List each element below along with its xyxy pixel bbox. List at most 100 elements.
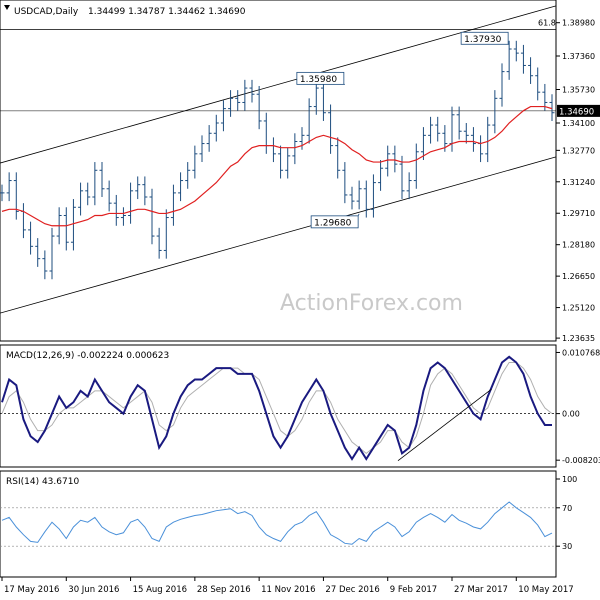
price-tick-label: 1.28180 [562, 241, 595, 250]
x-tick-label: 17 May 2016 [4, 585, 59, 595]
price-bar [428, 116, 434, 144]
x-tick-label: 27 Mar 2017 [454, 585, 508, 595]
price-bar [228, 90, 234, 117]
price-bar [549, 94, 555, 121]
price-bar [213, 114, 219, 142]
x-tick-label: 28 Sep 2016 [197, 585, 251, 595]
price-bar [463, 123, 469, 144]
price-bar [306, 98, 312, 144]
price-bar [142, 176, 148, 206]
price-bar [356, 180, 362, 210]
price-bar [328, 104, 334, 154]
macd-tick-label: -0.008203 [562, 456, 600, 465]
x-tick-label: 9 Feb 2017 [390, 585, 438, 595]
price-tick-label: 1.37360 [562, 52, 595, 61]
x-tick-label: 27 Dec 2016 [325, 585, 379, 595]
rsi-panel: RSI(14) 43.6710 100 70 30 [0, 470, 577, 578]
price-tick-label: 1.29710 [562, 209, 595, 218]
price-bar [285, 147, 291, 179]
macd-line [1, 355, 552, 461]
x-tick-label: 30 Jun 2016 [68, 585, 119, 595]
price-bar [363, 180, 369, 218]
menu-triangle-icon [4, 5, 10, 10]
price-bar [385, 145, 391, 177]
price-bar [399, 155, 405, 200]
price-bar [199, 135, 205, 163]
price-bar [6, 172, 12, 202]
price-bar [342, 162, 348, 204]
current-price-label: 1.34690 [559, 107, 594, 117]
price-bar [535, 67, 541, 101]
watermark: ActionForex.com [280, 291, 463, 316]
price-bar [485, 116, 491, 163]
chart-title: USDCAD,Daily [14, 7, 79, 17]
fib-label: 61.8 [538, 18, 556, 27]
price-bar [99, 162, 105, 198]
price-bar [28, 221, 34, 255]
price-bar [178, 172, 184, 202]
price-bar [492, 90, 498, 134]
price-bar [435, 116, 441, 142]
price-bar [35, 238, 41, 267]
rsi-label: RSI(14) 43.6710 [6, 477, 79, 487]
price-bar [470, 127, 476, 152]
price-bar [456, 106, 462, 140]
chart-ohlc: 1.34499 1.34787 1.34462 1.34690 [88, 7, 246, 17]
rsi-line [1, 501, 553, 545]
price-bar [292, 133, 298, 165]
macd-tick-label: 0.00 [562, 410, 580, 419]
price-bar [313, 79, 319, 115]
price-bar [235, 90, 241, 111]
price-tick-label: 1.32770 [562, 146, 595, 155]
price-bar [149, 188, 155, 245]
price-annotation-leader [357, 213, 360, 217]
price-annotation-label: 1.37930 [464, 35, 501, 45]
price-tick-label: 1.23635 [562, 334, 595, 343]
price-tick-label: 1.35730 [562, 86, 595, 95]
macd-trendline [397, 388, 492, 462]
price-bar [349, 186, 355, 210]
x-axis: 17 May 2016 30 Jun 2016 15 Aug 2016 28 Sep … [0, 576, 574, 595]
price-bar [320, 79, 326, 121]
x-tick-label: 11 Nov 2016 [261, 585, 315, 595]
price-annotation-box [310, 215, 359, 229]
price-tick-label: 1.25120 [562, 304, 595, 313]
price-bar [135, 176, 141, 200]
price-annotation-label: 1.35980 [300, 75, 337, 85]
price-bar [70, 199, 76, 251]
price-annotation-box [296, 71, 345, 85]
price-bar [520, 44, 526, 74]
rsi-tick-label: 30 [562, 542, 572, 551]
price-annotation-label: 1.29680 [314, 218, 351, 228]
current-price-box [557, 104, 600, 117]
price-tick-label: 1.26650 [562, 272, 595, 281]
price-bar [206, 125, 212, 152]
price-bar [499, 63, 505, 107]
rsi-tick-label: 70 [562, 504, 572, 513]
price-tick-label: 1.38980 [562, 19, 595, 28]
macd-signal-line [1, 361, 553, 454]
price-bar [528, 57, 534, 84]
price-bar [78, 182, 84, 216]
price-bar [335, 137, 341, 179]
price-bar [256, 86, 262, 130]
price-bar [106, 180, 112, 212]
macd-panel: MACD(12,26,9) -0.002224 0.000623 0.01076… [0, 344, 600, 468]
price-bar [420, 127, 426, 161]
price-bar [42, 250, 48, 280]
price-tick-label: 1.31240 [562, 178, 595, 187]
price-bar [128, 182, 134, 224]
price-bar [49, 227, 55, 280]
price-tick-label: 1.34100 [562, 119, 595, 128]
macd-tick-label: 0.010768 [562, 348, 600, 357]
price-bar [370, 174, 376, 218]
moving-average-line [1, 105, 553, 227]
price-bar [156, 227, 162, 259]
price-panel: USDCAD,Daily 1.34499 1.34787 1.34462 1.3… [0, 0, 600, 343]
x-tick-label: 15 Aug 2016 [133, 585, 187, 595]
price-bar [13, 172, 19, 220]
price-annotation-box [460, 31, 509, 45]
price-bar [0, 184, 5, 202]
macd-label: MACD(12,26,9) -0.002224 0.000623 [6, 351, 169, 361]
